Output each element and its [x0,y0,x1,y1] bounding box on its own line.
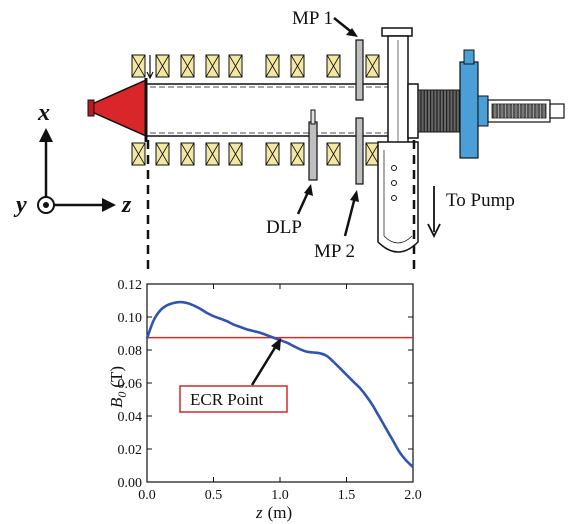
coil-top-6 [265,54,280,78]
coil-top-8 [326,54,341,78]
x-axis-label: z (m) [255,503,292,522]
coil-bottom-7 [290,142,305,166]
axis-z-label: z [121,192,132,218]
coils-top [131,54,380,78]
x-axis-symbol: z [255,503,263,522]
mp1-arrowhead [346,28,358,37]
to-pump-arrowhead [427,223,441,239]
axis-y-label: y [13,192,27,218]
pump-flange-tab [463,49,475,65]
y-tick-label: 0.10 [118,311,143,326]
coil-top-4 [205,54,220,78]
y-tick-label: 0.04 [118,410,143,425]
plot-frame [146,283,414,483]
coil-bottom-6 [265,142,280,166]
coil-bottom-3 [180,142,195,166]
mp2-arrow [343,196,357,237]
mp2-label: MP 2 [314,241,355,262]
ecr-arrowhead [271,338,281,351]
pump-port-hole-2 [391,180,397,186]
dlp-probe-stem [310,109,316,125]
y-ticks: 0.00 0.02 0.04 0.06 0.08 0.10 0.12 [118,278,413,491]
coil-bottom-9 [365,142,380,166]
axis-x-label: x [37,100,50,126]
y-axis-symbol: B [107,397,126,408]
mp2-arrowhead [350,190,359,202]
mp2-probe [355,117,364,185]
pump-port-hole-3 [391,195,397,201]
axis-y-symbol-dot [43,202,49,208]
y-axis-unit: (T) [107,366,126,388]
y-tick-label: 0.02 [118,443,143,458]
dlp-label: DLP [266,217,302,238]
coil-top-2 [155,54,170,78]
source-cone-tip [87,99,95,117]
coil-bottom-4 [205,142,220,166]
dlp-arrowhead [304,184,313,196]
chamber-flange [407,83,419,139]
mp1-probe [355,39,364,101]
coil-top-1 [131,54,146,78]
ecr-point-box [179,385,288,413]
ecr-arrow [250,345,278,386]
source-cone [91,78,147,138]
x-tick-label: 1.5 [338,488,356,503]
x-tick-label: 0.0 [138,488,156,503]
x-axis-unit: (m) [268,503,293,522]
bellows-ribs [420,90,460,132]
y-axis-label: B0 (T) [107,366,129,408]
x-ticks: 0.0 0.5 1.0 1.5 2.0 [138,284,422,503]
coils-bottom [131,142,380,166]
pump-port-bottom-arc [383,235,413,244]
y-tick-label: 0.00 [118,476,143,491]
y-tick-label: 0.08 [118,344,143,359]
pump-flange [459,61,479,159]
coil-bottom-1 [131,142,146,166]
pump-port [377,141,419,253]
coil-bottom-8 [326,142,341,166]
chamber-top-cap [381,27,413,37]
x-tick-label: 1.0 [271,488,289,503]
to-pump-label: To Pump [446,190,515,211]
axis-x-arrowhead [39,128,53,142]
x-tick-label: 2.0 [404,488,422,503]
coordinate-axes: x y z [13,100,132,218]
plasma-tube [145,83,409,137]
coil-bottom-5 [228,142,243,166]
ecr-point-label: ECR Point [190,390,263,409]
y-tick-label: 0.06 [118,377,143,392]
svg-text:B0(T): B0 (T) [107,366,129,408]
x-tick-label: 0.5 [205,488,223,503]
manipulator-spring-ribs [494,104,545,118]
source-arrow [146,55,154,80]
coil-top-3 [180,54,195,78]
y-axis-subscript: 0 [115,392,129,398]
coil-bottom-2 [155,142,170,166]
pump-port-hole-1 [391,165,397,171]
mp1-label: MP 1 [292,8,333,29]
coil-top-9 [365,54,380,78]
y-tick-label: 0.12 [118,278,143,293]
dlp-probe [308,121,318,181]
coil-top-7 [290,54,305,78]
pump-flange-neck [477,95,489,127]
coil-top-5 [228,54,243,78]
axis-z-arrowhead [102,198,116,212]
manipulator-end [549,103,565,119]
device-schematic: MP 1 DLP MP 2 To Pump [87,8,565,262]
b-field-chart: 0.00 0.02 0.04 0.06 0.08 0.10 0.12 0.0 0.5 1.0 1.… [107,278,422,522]
